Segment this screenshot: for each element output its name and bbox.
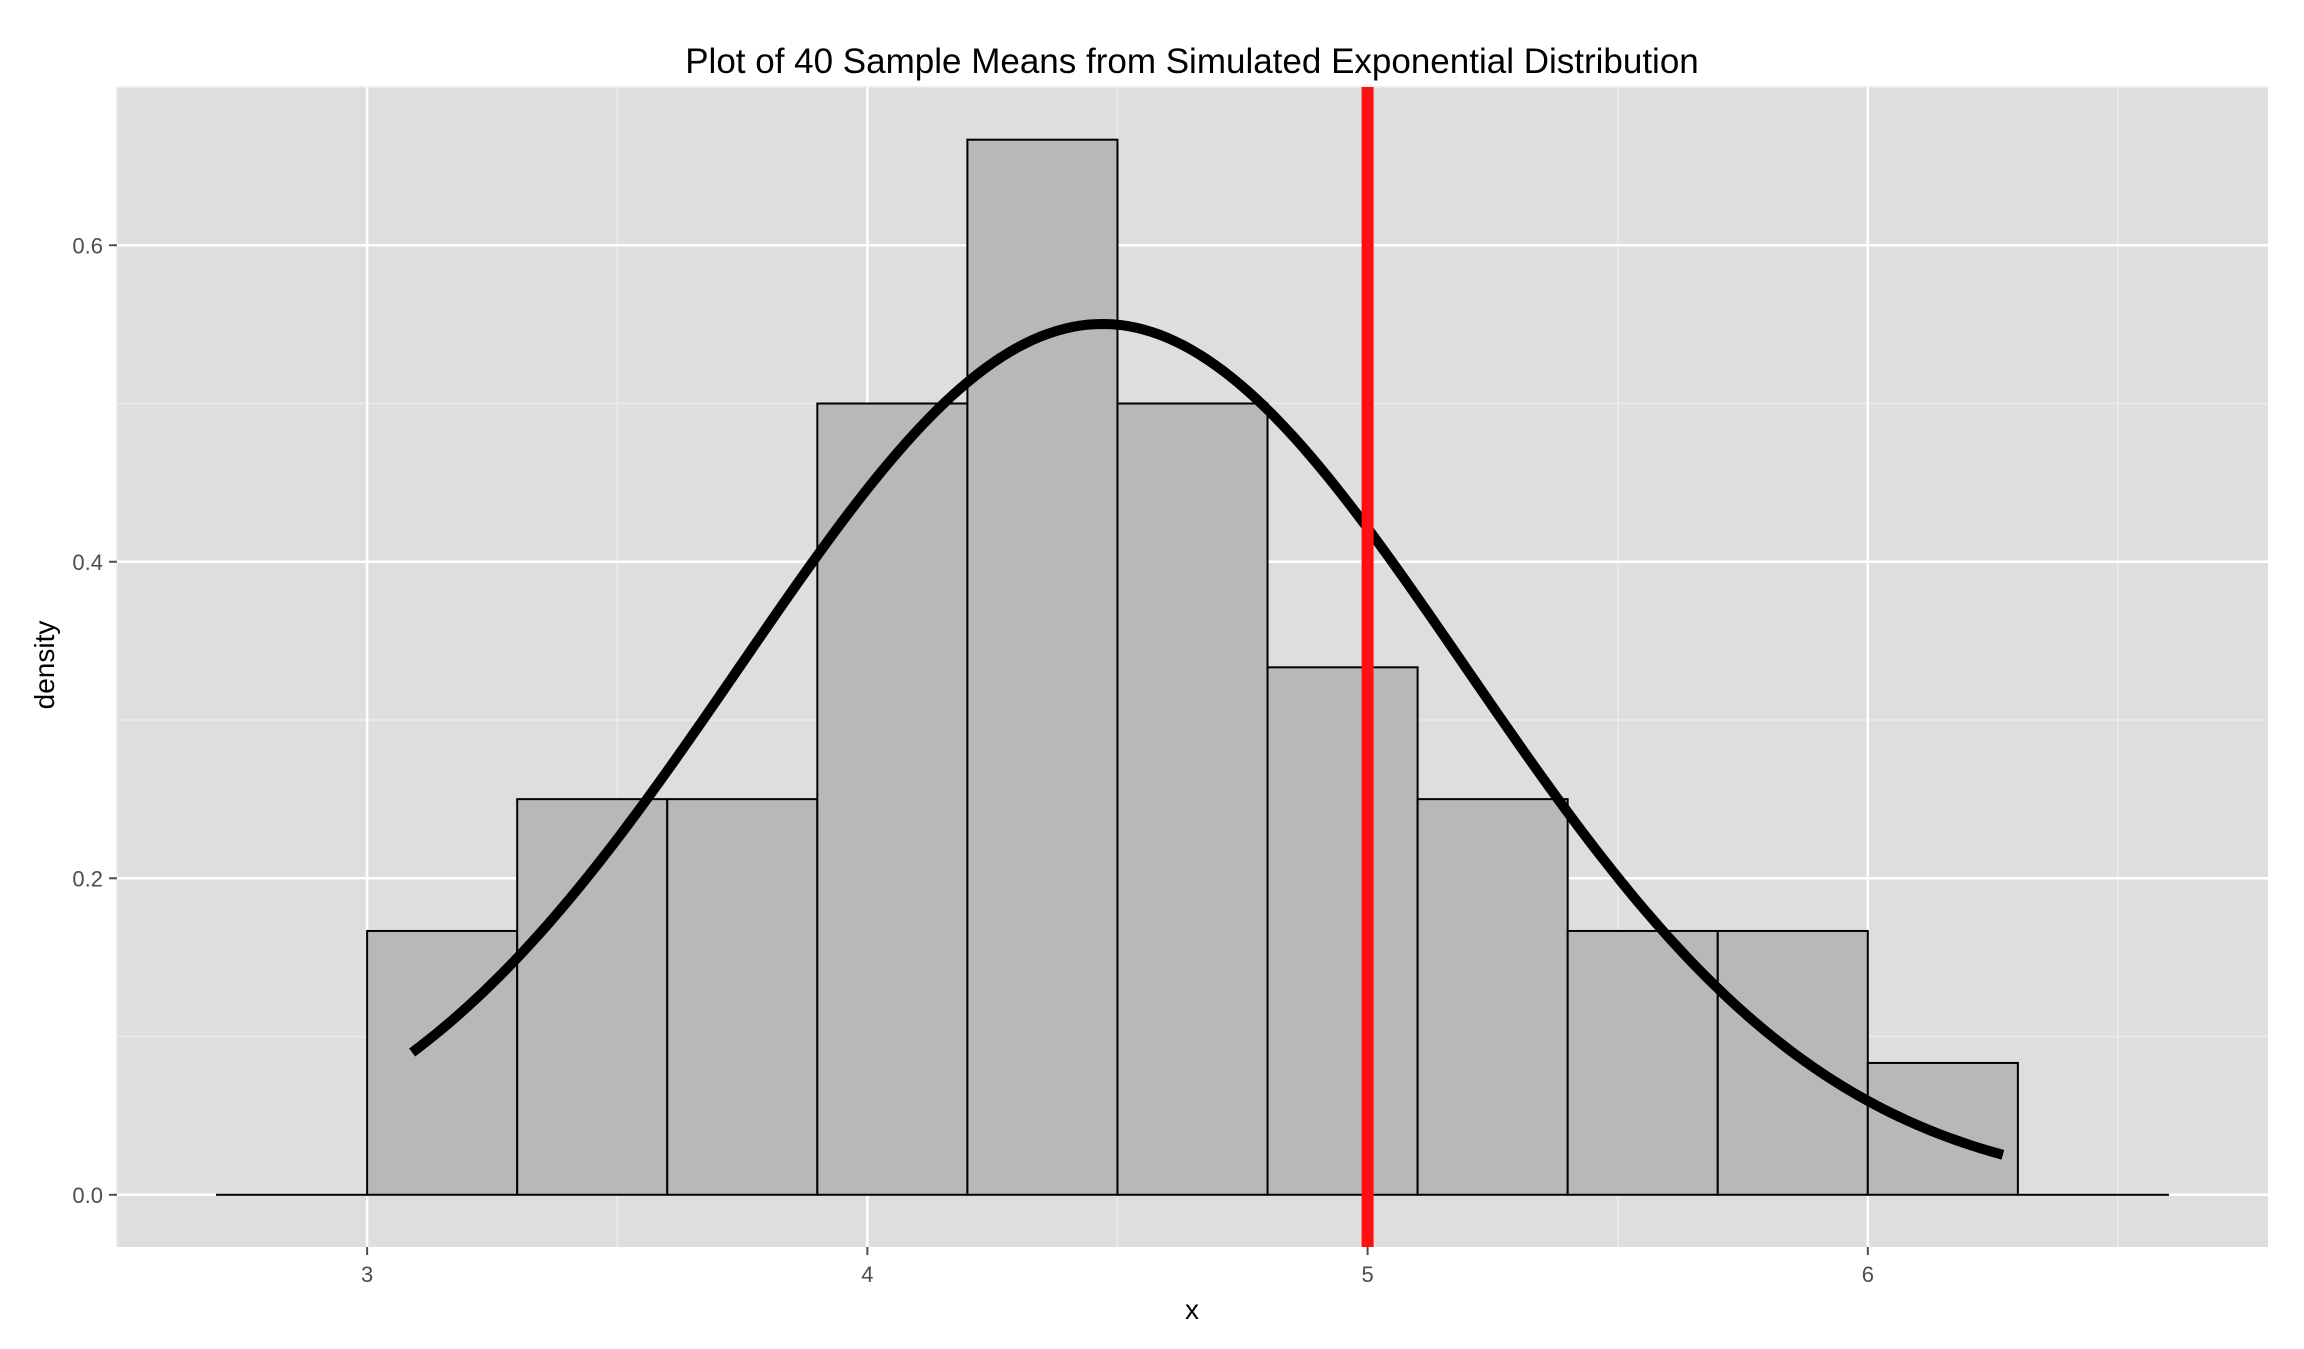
histogram-bar (517, 799, 667, 1195)
x-tick-label: 4 (861, 1262, 873, 1287)
histogram-bar (667, 799, 817, 1195)
histogram-bar (1268, 667, 1418, 1194)
chart-title: Plot of 40 Sample Means from Simulated E… (685, 42, 1699, 81)
histogram-bar (967, 140, 1117, 1195)
y-tick-label: 0.6 (72, 233, 103, 258)
histogram-bar (367, 931, 517, 1195)
x-tick-label: 3 (361, 1262, 373, 1287)
x-tick-label: 5 (1361, 1262, 1373, 1287)
histogram-bar (1117, 404, 1267, 1195)
histogram-bar (1868, 1063, 2018, 1195)
x-axis-title: x (1185, 1294, 1199, 1325)
y-tick-label: 0.4 (72, 550, 103, 575)
y-tick-label: 0.0 (72, 1183, 103, 1208)
histogram-bar (1718, 931, 1868, 1195)
y-axis-title: density (29, 621, 60, 710)
histogram-bar (1418, 799, 1568, 1195)
y-tick-label: 0.2 (72, 866, 103, 891)
x-tick-label: 6 (1862, 1262, 1874, 1287)
